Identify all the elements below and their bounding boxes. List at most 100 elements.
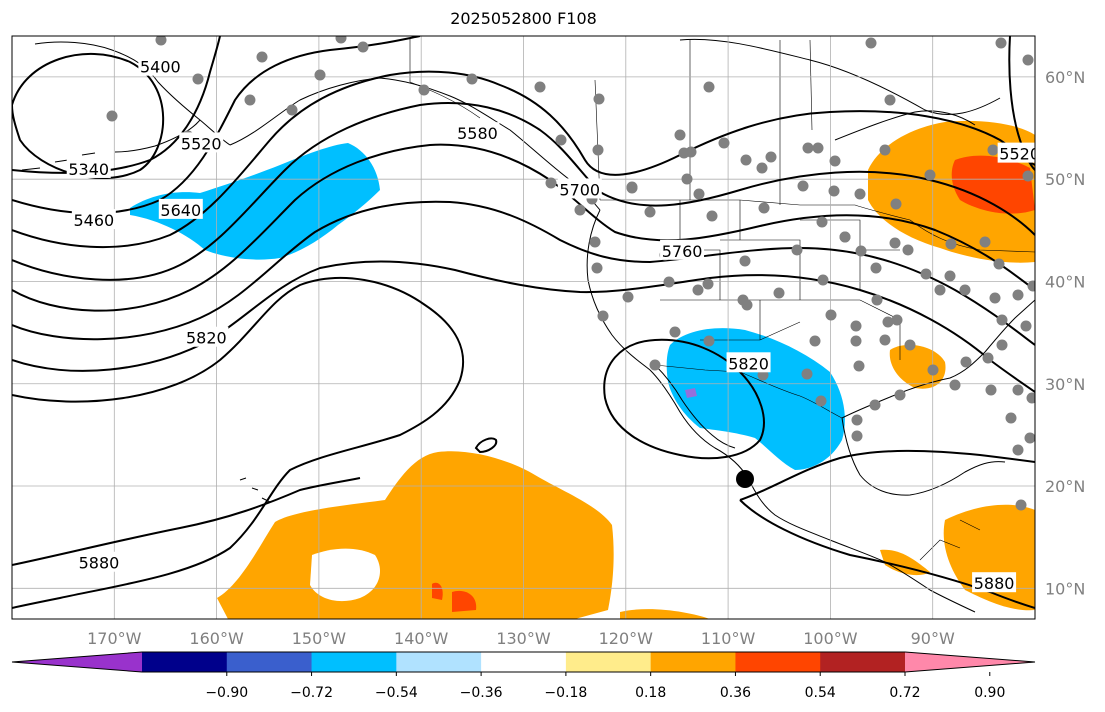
strong-anomaly-ocean-2 [432,582,443,600]
baja-coast [654,364,736,449]
negative-anomaly-small [685,388,697,398]
station-dot [993,258,1005,270]
colorbar-tick-label: −0.36 [460,685,503,701]
lat-tick-label: 40°N [1045,272,1085,291]
station-dot [702,278,714,290]
contour-5820-west [12,276,465,609]
contour-label-bg [66,157,111,178]
station-dot [644,206,656,218]
contour-label-bg [184,326,229,347]
station-dot [945,238,957,250]
colorbar-tick-label: 0.36 [720,685,751,701]
contour-label: 5460 [73,211,114,230]
contour-small-ring [474,437,498,454]
contour-5580 [12,102,1035,281]
positive-anomaly-ocean [217,451,614,619]
station-dot [891,314,903,326]
station-dot [902,244,914,256]
station-dot [1024,432,1035,444]
positive-anomaly-carib [943,504,1035,611]
contour-label-bg [76,551,121,572]
contour-label: 5520 [181,134,222,153]
strong-anomaly-great-lakes [951,155,1035,214]
contour-label: 5400 [140,58,181,77]
station-dot [418,84,430,96]
strong-anomaly-ocean [452,590,477,612]
lat-tick-label: 10°N [1045,579,1085,598]
station-dot [879,144,891,156]
station-dot [944,270,956,282]
contour-label: 5580 [457,124,498,143]
station-dot [649,359,661,371]
station-dot [669,326,681,338]
positive-anomaly-coast [620,609,710,619]
station-dot [741,299,753,311]
colorbar-segment [481,652,567,672]
station-dot [850,335,862,347]
colorbar-segment [142,652,228,672]
station-dot [106,110,118,122]
station-dot [593,93,605,105]
contour-label-bg [997,142,1035,163]
colorbar-segment [735,652,821,672]
station-dot [534,81,546,93]
political-borders [409,38,1035,561]
lon-tick-label: 160°W [189,629,244,648]
station-dot [626,182,638,194]
colorbar: −0.90 −0.72 −0.54 −0.36 −0.18 0.18 0.36 0.54 0.7… [11,651,1036,701]
station-dot [244,94,256,106]
station-dot [574,204,586,216]
contour-5880-carib [739,499,1035,609]
station-dot [693,188,705,200]
contour-label-bg [660,239,705,260]
alaska-coast [34,41,231,153]
station-dot [756,162,768,174]
station-dot [703,81,715,93]
contour-label-bg [557,178,602,199]
station-dot [995,37,1007,49]
station-dot [851,430,863,442]
lon-tick-label: 130°W [496,629,551,648]
station-dot [192,73,204,85]
station-dot [982,352,994,364]
station-dot [959,284,971,296]
gulf-coast [841,299,1035,419]
colorbar-tick-label: 0.18 [635,685,666,701]
contour-label-bg [158,198,203,219]
contour-label-bg [179,132,224,153]
contour-label: 5880 [974,574,1015,593]
contour-5700 [12,200,1035,346]
contour-ne-5520 [1008,36,1035,171]
hawaii [239,477,271,503]
station-dot [816,216,828,228]
contour-5880-east [739,449,1035,501]
colorbar-segment [650,652,736,672]
hudson-bay [834,110,976,141]
station-dot [1012,384,1024,396]
map-content: 5400 5340 5460 5520 5640 5580 5700 5760 5820 5880… [12,36,1040,619]
station-dot [904,339,916,351]
station-dot [889,237,901,249]
station-dot [894,389,906,401]
station-dot [1005,412,1017,424]
contour-label: 5520 [999,145,1040,164]
station-dot [869,399,881,411]
colorbar-tick-label: −0.18 [544,685,587,701]
contour-label-bg [455,122,500,143]
station-dot [663,276,675,288]
station-dot [797,180,809,192]
station-dot [987,144,999,156]
station-dot [589,236,601,248]
station-dot [335,36,347,44]
station-dot [890,198,902,210]
station-dot [882,316,894,328]
contour-label: 5340 [68,160,109,179]
colorbar-tick-label: 0.54 [805,685,836,701]
station-dot [773,287,785,299]
colorbar-tick-label: 0.72 [889,685,920,701]
station-dot [850,320,862,332]
colorbar-outline [11,651,1036,673]
colorbar-tick-label: −0.72 [290,685,333,701]
lon-axis-labels: 170°W 160°W 150°W 140°W 130°W 120°W 110°W 100°W… [87,629,955,648]
station-dot [155,36,167,46]
